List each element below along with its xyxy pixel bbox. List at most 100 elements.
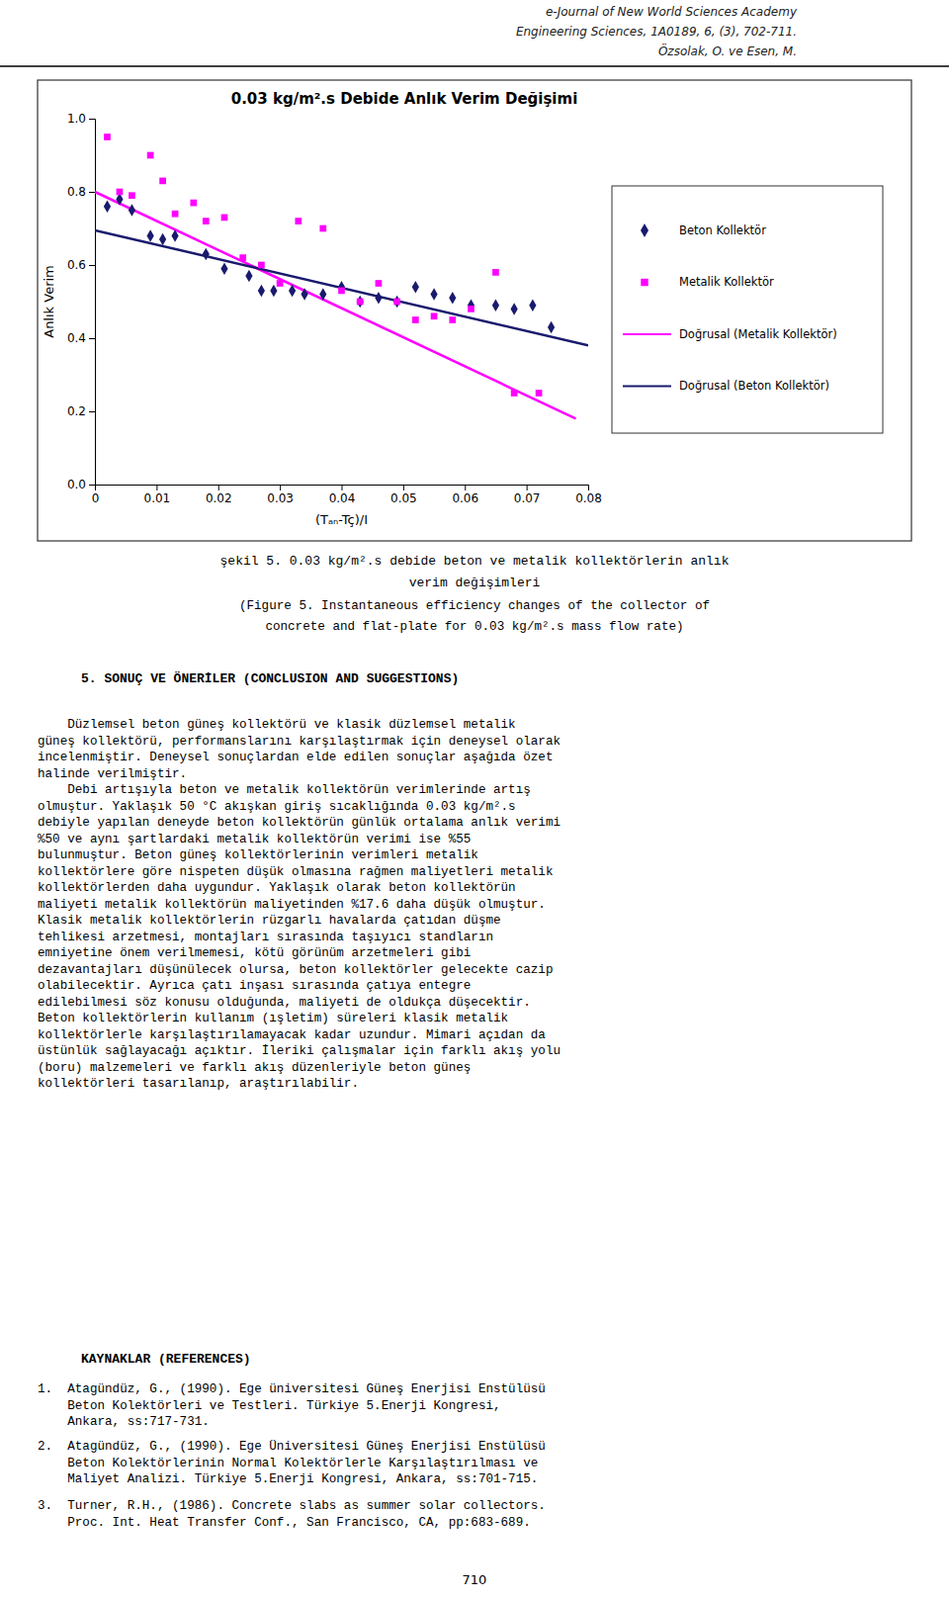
point [393, 295, 401, 308]
tick-label: 0.08 [575, 491, 603, 506]
plot-area [94, 133, 589, 419]
header-rule [0, 65, 949, 68]
point [258, 261, 265, 269]
point [492, 268, 500, 276]
point [159, 233, 167, 246]
tick-mark [88, 411, 95, 413]
body-line: üstünlük sağlayacağı açıktır. İleriki ça… [37, 1042, 561, 1058]
legend-swatch [622, 333, 672, 336]
point-series [103, 192, 555, 334]
tick-label: 0.2 [67, 404, 87, 419]
point [467, 298, 475, 311]
page-container: e-Journal of New World Sciences AcademyE… [0, 0, 949, 1600]
point [528, 298, 536, 311]
point [269, 284, 277, 297]
point [116, 188, 124, 196]
header-line: e-Journal of New World Sciences Academy [545, 4, 798, 19]
body-line: %50 ve aynı şartlardaki metalik kollektö… [37, 832, 471, 847]
tick: 0.07 [514, 484, 541, 506]
tick-label: 0.4 [67, 331, 87, 346]
body-line: kollektörleri tasarılanıp, araştırılabil… [37, 1076, 359, 1091]
tick-label: 0.8 [67, 184, 87, 199]
point [547, 321, 555, 334]
point [338, 280, 346, 293]
tick-label: 0.02 [205, 491, 233, 506]
caption-line: şekil 5. 0.03 kg/m².s debide beton ve me… [220, 553, 730, 569]
point [103, 200, 111, 213]
point [258, 284, 265, 297]
body-line: olmuştur. Yaklaşık 50 °C akışkan giriş s… [37, 799, 517, 814]
trend-line [94, 191, 577, 419]
point [319, 287, 327, 300]
tick-mark [156, 484, 158, 491]
point [147, 229, 155, 242]
body-line: emniyetine önem verilmemesi, kötü görünü… [37, 946, 471, 960]
tick-mark [342, 484, 344, 491]
point [147, 152, 155, 160]
tick: 0.8 [67, 184, 95, 199]
point [300, 287, 308, 300]
legend-label: Metalik Kollektör [679, 274, 775, 289]
tick-label: 0.04 [329, 491, 356, 506]
body-line: Klasik metalik kollektörlerin rüzgarlı h… [37, 913, 502, 928]
body-line: Beton kollektörlerin kullanım (ışletim) … [37, 1011, 509, 1026]
body-line: Debi artışıyla beton ve metalik kollektö… [37, 782, 531, 797]
tick-label: 0.0 [67, 477, 87, 492]
point [374, 291, 382, 304]
trend-line [94, 230, 589, 346]
tick: 0.2 [67, 404, 95, 419]
legend-label: Doğrusal (Metalik Kollektör) [679, 327, 838, 342]
legend-swatch [640, 223, 649, 238]
point [220, 261, 228, 274]
reference-line: Beton Kolektörlerinin Normal Kolektörler… [37, 1456, 538, 1470]
point [492, 298, 500, 311]
legend-swatch [622, 385, 672, 388]
tick-label: 0.06 [451, 491, 479, 506]
tick-mark [588, 484, 590, 491]
reference-line: 2. Atagündüz, G., (1990). Ege Üniversite… [37, 1439, 546, 1454]
tick: 0.05 [390, 484, 418, 506]
tick: 0.04 [329, 484, 356, 506]
x-axis: 00.010.020.030.040.050.060.070.08 [91, 484, 603, 506]
references-title: KAYNAKLAR (REFERENCES) [81, 1351, 252, 1367]
caption-line: (Figure 5. Instantaneous efficiency chan… [239, 599, 710, 613]
point [103, 133, 111, 141]
tick-mark [464, 484, 466, 491]
caption-line: verim değişimleri [409, 575, 541, 591]
body-line: halinde verilmiştir. [37, 767, 187, 781]
legend-frame [611, 185, 883, 433]
point [288, 284, 296, 297]
page-canvas: e-Journal of New World Sciences AcademyE… [0, 0, 949, 1600]
legend-swatch [640, 278, 648, 286]
tick-mark [526, 484, 528, 491]
x-axis-title: (Tₐₙ-Tç)/I [315, 512, 368, 527]
point [245, 269, 253, 282]
point [319, 225, 327, 233]
tick-label: 0 [91, 491, 100, 506]
tick: 0.02 [205, 484, 233, 506]
point [276, 279, 284, 287]
point [431, 312, 438, 320]
point [448, 316, 456, 324]
point [128, 203, 136, 216]
point [511, 389, 518, 397]
point [448, 291, 456, 304]
legend-label: Beton Kollektör [679, 223, 767, 238]
tick-label: 1.0 [67, 111, 87, 126]
point [172, 210, 179, 218]
point [412, 280, 420, 293]
body-line: debiyle yapılan deneyde beton kollektörü… [37, 815, 561, 830]
tick-mark [218, 484, 220, 491]
axis-line [88, 119, 96, 486]
point [159, 177, 167, 185]
reference-line: Maliyet Analizi. Türkiye 5.Enerji Kongre… [37, 1471, 538, 1486]
legend: Beton Kollektör Metalik Kollektör Doğrusal… [611, 185, 883, 433]
tick-mark [88, 118, 95, 120]
reference-line: Proc. Int. Heat Transfer Conf., San Fran… [37, 1515, 531, 1530]
legend-item: Doğrusal (Metalik Kollektör) [622, 327, 838, 342]
tick-label: 0.07 [514, 491, 541, 506]
reference-line: 1. Atagündüz, G., (1990). Ege üniversite… [37, 1381, 546, 1396]
tick: 0.06 [451, 484, 479, 506]
tick-label: 0.03 [266, 491, 294, 506]
body-line: Düzlemsel beton güneş kollektörü ve klas… [37, 717, 517, 732]
